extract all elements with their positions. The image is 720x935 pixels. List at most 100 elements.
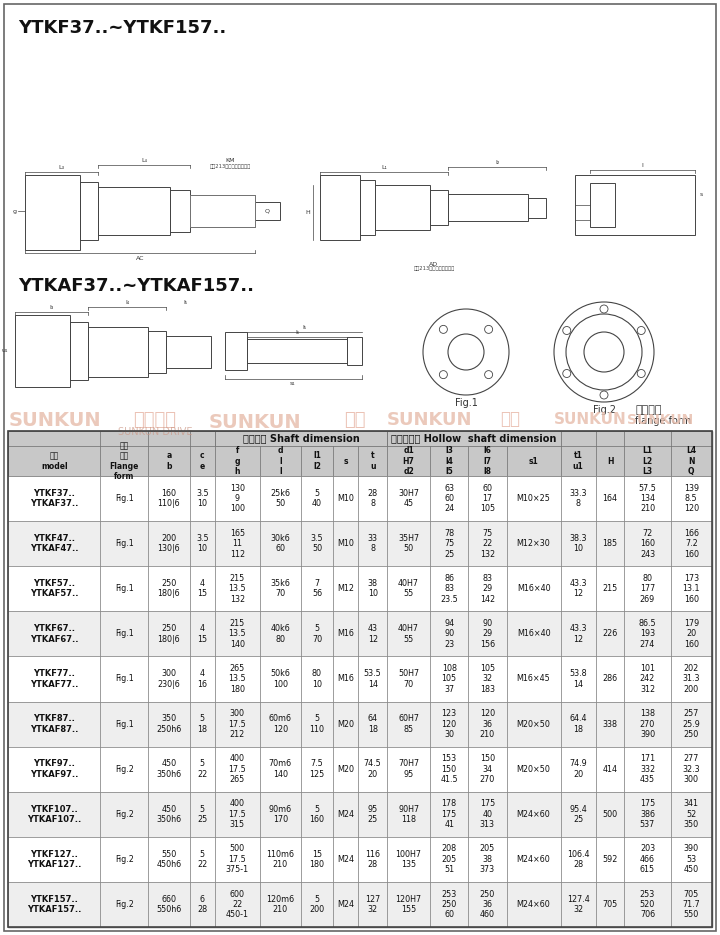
Bar: [468, 701, 507, 747]
Bar: [301, 446, 333, 476]
Bar: [148, 476, 189, 521]
Text: 166
7.2
160: 166 7.2 160: [684, 529, 699, 558]
Bar: [595, 446, 624, 476]
Text: 138
270
390: 138 270 390: [640, 709, 655, 739]
Text: 30k6
60: 30k6 60: [271, 534, 290, 554]
Text: 205
38
373: 205 38 373: [480, 844, 495, 874]
Bar: [670, 567, 712, 611]
Text: l₅: l₅: [302, 325, 306, 330]
Bar: [148, 331, 166, 373]
Bar: [507, 656, 561, 701]
Bar: [8, 747, 712, 792]
Text: l₄: l₄: [125, 300, 129, 305]
Text: 5
200: 5 200: [310, 895, 325, 914]
Bar: [148, 656, 189, 701]
Bar: [301, 567, 333, 611]
Text: YTKF47..
YTKAF47..: YTKF47.. YTKAF47..: [30, 534, 78, 554]
Bar: [148, 792, 189, 837]
Bar: [301, 476, 333, 521]
Bar: [100, 611, 148, 656]
Text: s₁: s₁: [290, 381, 296, 386]
Text: 53.5
14: 53.5 14: [364, 669, 382, 689]
Bar: [8, 431, 712, 927]
Bar: [320, 175, 360, 240]
Bar: [333, 567, 359, 611]
Bar: [430, 567, 468, 611]
Text: l₂: l₂: [495, 160, 499, 165]
Bar: [561, 747, 595, 792]
Bar: [468, 521, 507, 567]
Bar: [8, 747, 100, 792]
Text: 130
9
100: 130 9 100: [230, 483, 245, 513]
Bar: [8, 521, 712, 567]
Bar: [260, 747, 301, 792]
Bar: [260, 882, 301, 927]
Bar: [561, 431, 595, 446]
Text: 70m6
140: 70m6 140: [269, 759, 292, 779]
Text: 28
8: 28 8: [368, 489, 378, 509]
Text: 203
466
615: 203 466 615: [640, 844, 655, 874]
Bar: [595, 837, 624, 882]
Text: d
l
l: d l l: [278, 446, 283, 476]
Bar: [360, 180, 375, 235]
Bar: [624, 656, 670, 701]
Text: L1
L2
L3: L1 L2 L3: [642, 446, 652, 476]
Bar: [8, 446, 100, 476]
Bar: [8, 701, 712, 747]
Text: 83
29
142: 83 29 142: [480, 574, 495, 604]
Bar: [8, 611, 100, 656]
Text: 33
8: 33 8: [368, 534, 378, 554]
Bar: [430, 446, 468, 476]
Text: SUNKUN: SUNKUN: [627, 413, 693, 427]
Text: L₄: L₄: [141, 158, 147, 163]
Text: 上坤: 上坤: [500, 410, 520, 428]
Bar: [8, 476, 712, 521]
Text: 705: 705: [603, 900, 618, 909]
Bar: [215, 567, 260, 611]
Text: 173
13.1
160: 173 13.1 160: [683, 574, 700, 604]
Bar: [8, 792, 712, 837]
Bar: [468, 882, 507, 927]
Text: 94
90
23: 94 90 23: [444, 619, 454, 649]
Bar: [595, 656, 624, 701]
Bar: [359, 656, 387, 701]
Text: 40k6
80: 40k6 80: [271, 625, 290, 643]
Text: 95
25: 95 25: [368, 804, 378, 824]
Bar: [670, 431, 712, 446]
Bar: [595, 701, 624, 747]
Text: 185: 185: [603, 539, 618, 548]
Text: 120m6
210: 120m6 210: [266, 895, 294, 914]
Bar: [100, 567, 148, 611]
Text: 35k6
70: 35k6 70: [271, 579, 290, 598]
Bar: [100, 701, 148, 747]
Text: L₃: L₃: [58, 165, 64, 170]
Text: 110m6
210: 110m6 210: [266, 850, 294, 869]
Bar: [670, 701, 712, 747]
Bar: [359, 567, 387, 611]
Text: M16×45: M16×45: [517, 674, 551, 683]
Bar: [561, 567, 595, 611]
Bar: [595, 882, 624, 927]
Text: YTKF127..
YTKAF127..: YTKF127.. YTKAF127..: [27, 850, 81, 869]
Bar: [624, 446, 670, 476]
Text: M24×60: M24×60: [517, 855, 551, 864]
Bar: [333, 747, 359, 792]
Text: 350
250h6: 350 250h6: [156, 714, 181, 734]
Text: 15
180: 15 180: [310, 850, 325, 869]
Bar: [225, 332, 247, 370]
Text: M10: M10: [337, 539, 354, 548]
Text: 4
15: 4 15: [197, 625, 207, 643]
Bar: [561, 476, 595, 521]
Text: M12: M12: [337, 584, 354, 593]
Bar: [387, 476, 430, 521]
Bar: [8, 431, 100, 446]
Text: M20: M20: [337, 765, 354, 773]
Bar: [189, 431, 215, 446]
Text: H: H: [607, 456, 613, 466]
Text: 341
52
350: 341 52 350: [684, 799, 699, 829]
Text: 705
71.7
550: 705 71.7 550: [683, 889, 700, 919]
Bar: [528, 198, 546, 218]
Text: M10: M10: [337, 494, 354, 503]
Bar: [430, 792, 468, 837]
Text: SUNKUN: SUNKUN: [387, 411, 473, 429]
